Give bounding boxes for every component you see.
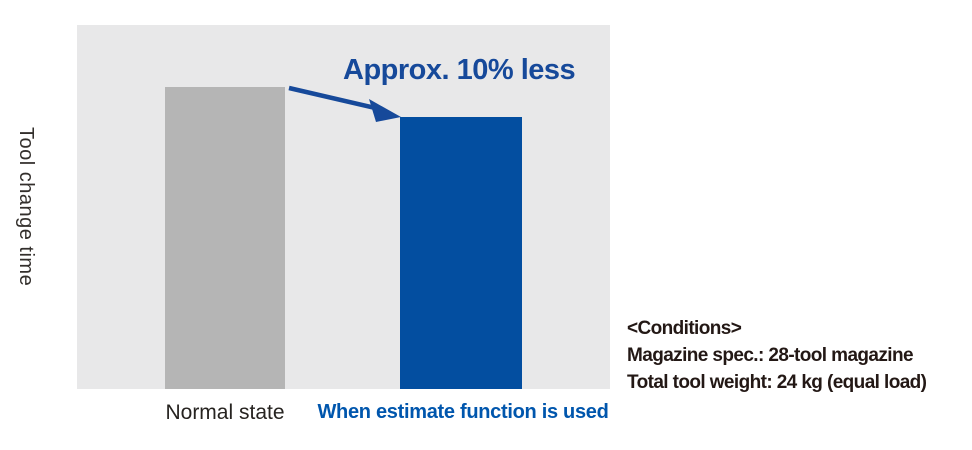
bar-estimate-function bbox=[400, 117, 522, 389]
plot-area bbox=[77, 25, 610, 389]
annotation-approx-less: Approx. 10% less bbox=[343, 54, 576, 86]
bar-normal-state bbox=[165, 87, 285, 389]
x-label-normal-state: Normal state bbox=[165, 401, 285, 424]
x-label-estimate-function: When estimate function is used bbox=[317, 401, 609, 423]
y-axis-label: Tool change time bbox=[15, 127, 37, 287]
conditions-title: <Conditions> bbox=[627, 318, 742, 339]
conditions-block: <Conditions> Magazine spec.: 28-tool mag… bbox=[627, 315, 967, 396]
conditions-tool-weight: Total tool weight: 24 kg (equal load) bbox=[627, 372, 927, 393]
conditions-magazine-spec: Magazine spec.: 28-tool magazine bbox=[627, 345, 914, 366]
